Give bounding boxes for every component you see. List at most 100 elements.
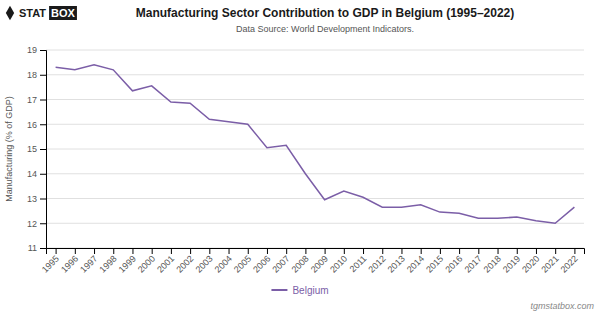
x-tick-label: 2006 [251,253,272,274]
chart: STATBOXManufacturing Sector Contribution… [0,0,600,314]
x-tick-label: 1996 [59,253,80,274]
line [56,65,575,223]
x-tick-mark [248,248,249,254]
x-tick: 2011 [348,248,369,274]
x-tick-mark [517,248,518,254]
y-axis: 11 12 13 14 15 16 17 18 19 [27,45,47,253]
x-axis-line [47,249,585,255]
y-tick: 14 [27,169,46,179]
x-tick: 1996 [59,248,80,275]
x-tick-label: 2017 [463,253,484,274]
x-tick-mark [229,248,230,254]
x-tick-label: 2003 [194,253,215,274]
x-tick: 2013 [386,248,407,275]
x-tick-mark [363,248,364,254]
x-tick: 2016 [443,248,464,275]
x-tick-mark [536,248,537,254]
x-tick: 2000 [136,248,157,275]
y-tick-mark [40,223,46,224]
x-tick: 2002 [174,248,195,275]
x-tick-label: 1999 [117,253,138,274]
y-tick-mark [40,174,46,175]
y-axis-title: Manufacturing (% of GDP) [4,96,14,202]
x-tick-label: 2000 [136,253,157,274]
x-tick-label: 2022 [559,253,580,274]
logo-text: BOX [51,7,76,19]
y-tick: 12 [27,219,46,229]
x-tick-mark [305,248,306,254]
x-tick: 2007 [270,248,291,275]
x-tick: 2009 [309,248,330,275]
x-tick-label: 2001 [155,253,176,274]
x-tick-label: 2012 [366,253,387,274]
watermark: tgmstatbox.com [530,301,594,311]
x-tick: 2004 [213,248,234,275]
x-tick: 2006 [251,248,272,275]
x-tick-label: 2015 [424,253,445,274]
x-tick: 1999 [117,248,138,275]
y-tick-mark [40,100,46,101]
x-tick-label: 2020 [520,253,541,274]
y-tick: 15 [27,144,46,154]
y-tick: 18 [27,70,46,80]
x-tick-label: 2016 [443,253,464,274]
x-tick-mark [459,248,460,254]
plot-area [56,65,575,223]
x-tick-label: 2004 [213,253,234,274]
y-tick: 19 [27,45,46,55]
y-tick-mark [40,75,46,76]
x-tick: 2020 [520,248,541,275]
x-tick-mark [132,248,133,254]
x-tick-mark [152,248,153,254]
y-tick: 11 [28,243,46,253]
x-tick-label: 2009 [309,253,330,274]
x-tick-mark [56,248,57,254]
grid-line [46,149,584,150]
x-tick-mark [286,248,287,254]
y-tick-label: 16 [27,120,37,130]
x-tick: 2017 [463,248,484,275]
y-tick-label: 11 [28,243,37,253]
x-tick: 2005 [232,248,253,275]
y-tick-label: 12 [27,219,37,229]
y-tick-label: 14 [27,169,37,179]
x-tick-label: 2008 [290,253,311,274]
grid-line [46,99,584,100]
y-tick-label: 19 [27,45,37,55]
x-tick-mark [325,248,326,254]
grid-line [46,198,584,199]
x-tick: 2010 [328,248,349,275]
x-tick-label: 2019 [501,253,522,274]
y-tick-mark [40,50,46,51]
x-tick-label: 1995 [40,253,61,274]
y-tick-label: 17 [27,95,37,105]
x-tick-mark [555,248,556,254]
x-tick: 2015 [424,248,445,275]
x-tick-mark [574,248,575,254]
x-tick-mark [344,248,345,254]
x-tick: 2019 [501,248,522,275]
grid-line [46,50,584,51]
x-tick-mark [113,248,114,254]
x-tick-label: 2013 [386,253,407,274]
x-tick-label: 2018 [482,253,503,274]
x-tick-label: 2010 [328,253,349,274]
x-tick: 1998 [97,248,118,275]
x-tick: 2018 [482,248,503,275]
x-tick-mark [267,248,268,254]
y-tick-label: 13 [27,194,37,204]
x-tick-label: 2011 [348,253,369,274]
x-tick-mark [171,248,172,254]
logo-text: STAT [19,7,46,19]
legend-swatch [271,289,287,291]
y-tick-label: 18 [27,70,37,80]
x-tick-mark [209,248,210,254]
x-tick: 2022 [559,248,580,275]
y-tick-mark [40,149,46,150]
x-tick: 2001 [155,248,176,275]
legend-item: Belgium [271,285,328,296]
y-tick-mark [40,248,46,249]
x-tick-mark [190,248,191,254]
x-tick: 1997 [78,248,99,275]
grid-line [46,124,584,125]
